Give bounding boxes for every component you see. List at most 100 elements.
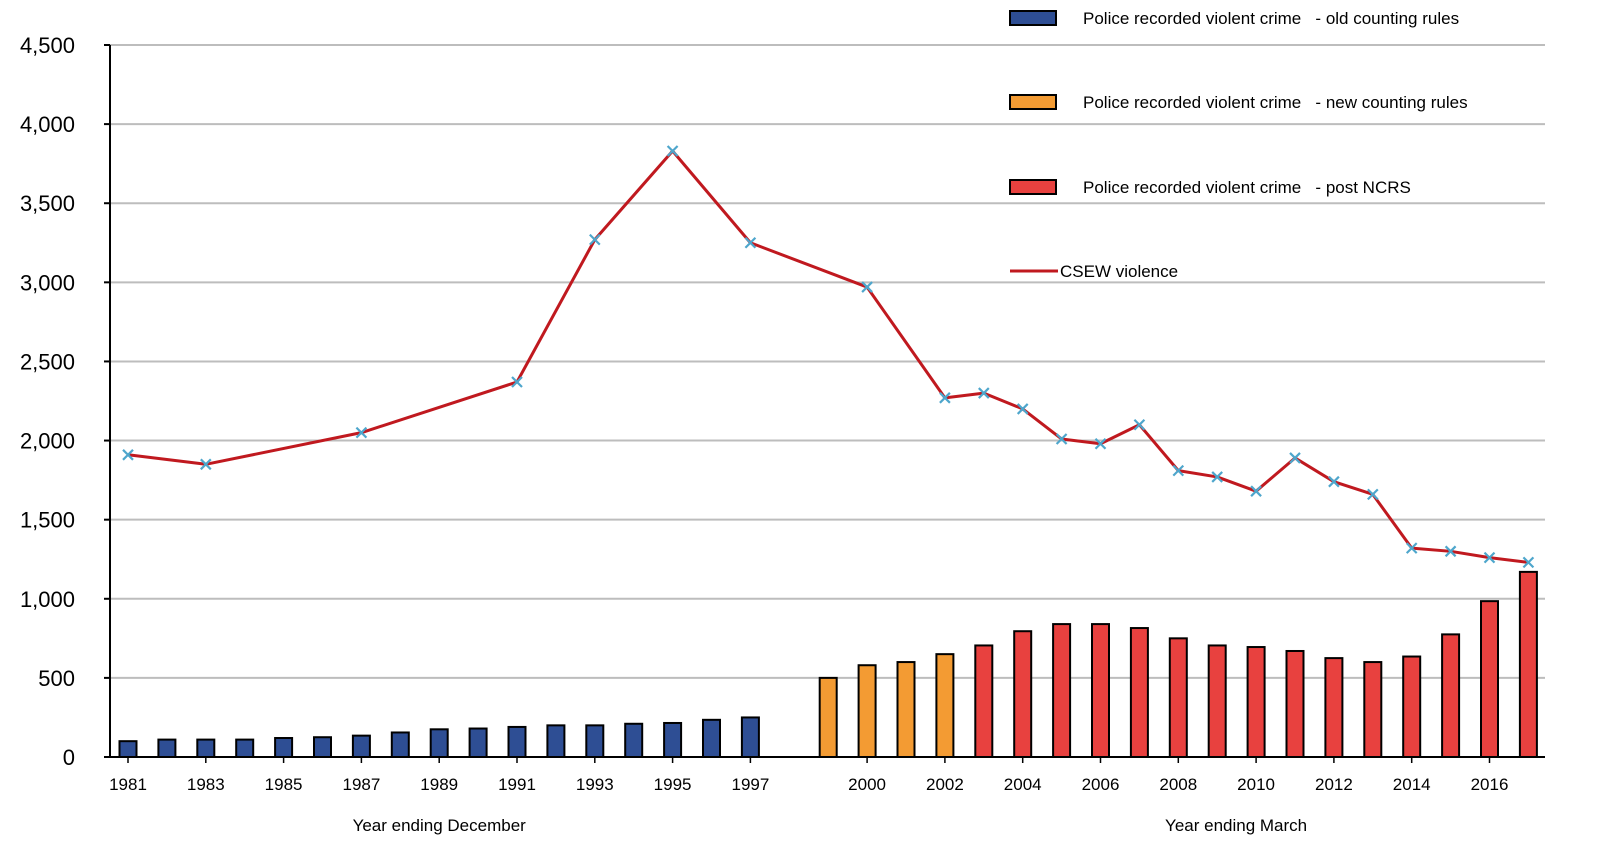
line-point-marker: [1328, 475, 1340, 488]
bar: [1129, 627, 1149, 758]
y-tick-label: 4,000: [20, 112, 75, 137]
y-tick-label: 0: [63, 745, 75, 770]
bar: [196, 738, 216, 759]
bar: [1480, 600, 1499, 759]
line-point-marker: [666, 145, 679, 157]
y-tick-label: 1,500: [20, 508, 75, 533]
axes: [104, 44, 1545, 758]
bar: [546, 724, 566, 758]
y-axis-ticks: 0 500 1,000 1,500 2,000 2,500 3,000 3,500 4,000 4…: [20, 33, 75, 770]
line-point-marker: [861, 281, 873, 293]
bar: [1052, 623, 1072, 758]
line-point-marker: [1133, 418, 1146, 431]
bar: [974, 644, 994, 758]
csew-line-series: [122, 145, 1535, 569]
x-tick-label: 2004: [1004, 775, 1042, 794]
bar: [1363, 661, 1383, 758]
bar: [1013, 630, 1033, 758]
legend-label: Police recorded violent crime - new coun…: [1083, 93, 1468, 112]
bar: [585, 724, 605, 758]
bar: [235, 738, 255, 759]
bar: [390, 731, 410, 759]
bar: [1246, 646, 1266, 759]
legend-label: Police recorded violent crime - old coun…: [1083, 9, 1459, 28]
x-tick-label: 1995: [654, 775, 692, 794]
y-tick-label: 500: [38, 666, 75, 691]
x-tick-label: 2008: [1159, 775, 1197, 794]
line-point-marker: [1367, 488, 1379, 501]
x-tick-label: 1983: [187, 775, 225, 794]
line-point-marker: [1094, 437, 1107, 450]
x-tick-label: 1991: [498, 775, 536, 794]
legend-label: CSEW violence: [1060, 262, 1178, 281]
line-point-marker: [939, 392, 951, 404]
x-axis-ticks: 1981 1983 1985 1987 1989 1991 1993 1995 1997 2000…: [109, 757, 1508, 794]
bar: [624, 722, 644, 758]
bar: [1091, 623, 1110, 758]
x-tick-label: 2012: [1315, 775, 1353, 794]
bar: [351, 734, 371, 759]
line-point-marker: [744, 236, 757, 249]
line-point-marker: [122, 449, 134, 461]
y-tick-label: 3,000: [20, 270, 75, 295]
bar: [818, 676, 838, 759]
x-tick-label: 2016: [1471, 775, 1509, 794]
line-point-marker: [1483, 551, 1496, 564]
line-point-marker: [589, 233, 601, 246]
line-point-marker: [1522, 556, 1535, 569]
legend: Police recorded violent crime - old coun…: [1009, 9, 1468, 281]
y-tick-label: 2,000: [20, 429, 75, 454]
line-point-marker: [200, 458, 212, 471]
legend-swatch: [1009, 179, 1057, 195]
y-tick-label: 2,500: [20, 349, 75, 374]
line-point-marker: [1250, 485, 1262, 497]
bar: [1285, 649, 1305, 758]
x-group-label: Year ending December: [353, 816, 527, 835]
bar: [663, 721, 683, 759]
x-tick-label: 2000: [848, 775, 886, 794]
y-tick-label: 1,000: [20, 587, 75, 612]
bar: [429, 728, 449, 758]
bar: [507, 725, 527, 759]
x-tick-label: 1993: [576, 775, 614, 794]
x-tick-label: 1997: [731, 775, 769, 794]
bar: [702, 718, 721, 758]
x-tick-label: 1981: [109, 775, 147, 794]
bar: [1207, 644, 1227, 758]
bars: [118, 570, 1538, 759]
x-tick-label: 2014: [1393, 775, 1431, 794]
line-point-marker: [978, 387, 990, 399]
bar: [896, 661, 916, 758]
line-point-marker: [1405, 542, 1418, 554]
gridlines: [110, 44, 1545, 679]
bar: [857, 664, 877, 759]
line-point-marker: [1289, 452, 1301, 464]
bar: [1518, 570, 1538, 758]
legend-swatch: [1009, 94, 1057, 110]
bar: [1402, 655, 1422, 758]
y-tick-label: 3,500: [20, 191, 75, 216]
bar: [157, 738, 177, 759]
bar: [313, 736, 332, 759]
line-point-marker: [1444, 545, 1457, 558]
bar: [1441, 633, 1461, 759]
x-tick-label: 1985: [265, 775, 303, 794]
x-tick-label: 2002: [926, 775, 964, 794]
y-tick-label: 4,500: [20, 33, 75, 58]
bar: [935, 653, 955, 759]
bar: [468, 727, 488, 759]
line-point-marker: [1016, 403, 1029, 415]
x-group-labels: Year ending December Year ending March: [353, 816, 1308, 835]
legend-label: Police recorded violent crime - post NCR…: [1083, 178, 1411, 197]
csew-line: [127, 149, 1529, 564]
x-tick-label: 1989: [420, 775, 458, 794]
line-point-marker: [1172, 464, 1185, 477]
x-group-label: Year ending March: [1165, 816, 1307, 835]
x-tick-label: 2010: [1237, 775, 1275, 794]
x-tick-label: 1987: [342, 775, 380, 794]
legend-swatch: [1009, 10, 1057, 26]
bar: [740, 716, 760, 759]
bar: [274, 737, 294, 758]
line-point-marker: [1055, 433, 1068, 445]
